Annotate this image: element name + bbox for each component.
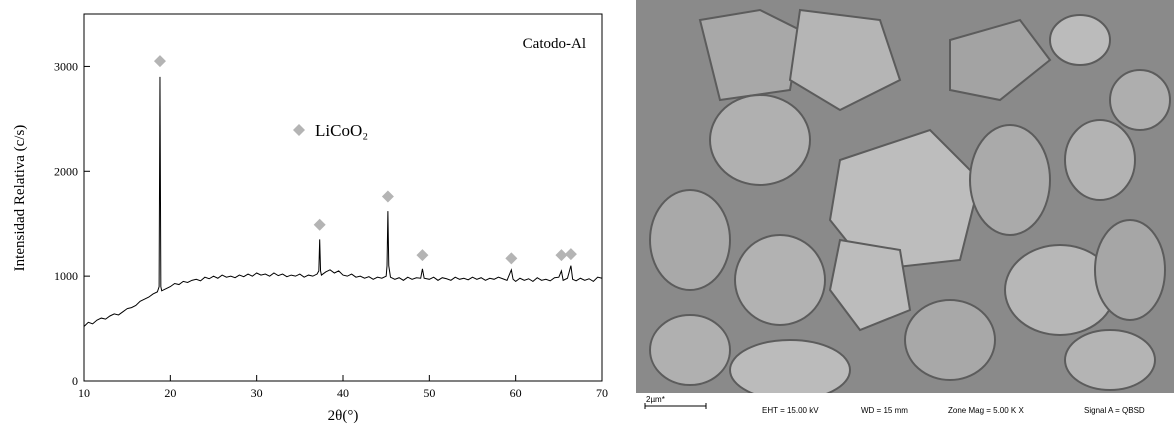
peak-marker [381,190,394,203]
xrd-chart: 2θ(°) Intensidad Relativa (c/s) Catodo-A… [12,13,608,424]
legend-label: LiCoO₂ [315,121,368,140]
peak-marker [555,249,568,262]
y-tick-label: 3000 [54,59,78,73]
particles [649,8,1171,401]
x-tick-label: 60 [510,386,522,400]
info-text: EHT = 15.00 kV [762,406,819,415]
annotation: Catodo-Al [523,36,586,52]
info-text: Zone Mag = 5.00 K X [948,406,1024,415]
info-text: WD = 15 mm [861,406,908,415]
y-tick-label: 2000 [54,164,78,178]
peak-marker [313,218,326,231]
info-bar [636,393,1174,425]
scale-bar-label: 2µm* [646,395,665,404]
xrd-line [83,76,603,327]
y-axis-label: Intensidad Relativa (c/s) [12,125,28,272]
peak-marker [505,252,518,265]
info-text: Signal A = QBSD [1084,406,1145,415]
peak-marker [153,55,166,68]
y-tick-label: 1000 [54,269,78,283]
x-tick-label: 10 [78,386,90,400]
sem-image: 2µm* EHT = 15.00 kV WD = 15 mm Zone Mag … [636,0,1174,425]
x-tick-label: 70 [596,386,608,400]
x-tick-label: 30 [251,386,263,400]
x-tick-label: 40 [337,386,349,400]
peak-marker [564,248,577,261]
x-tick-label: 20 [164,386,176,400]
peak-marker [416,249,429,262]
y-tick-label: 0 [72,374,78,388]
x-tick-label: 50 [423,386,435,400]
legend-marker [293,124,305,136]
x-axis-label: 2θ(°) [328,408,359,424]
plot-frame [83,13,603,382]
